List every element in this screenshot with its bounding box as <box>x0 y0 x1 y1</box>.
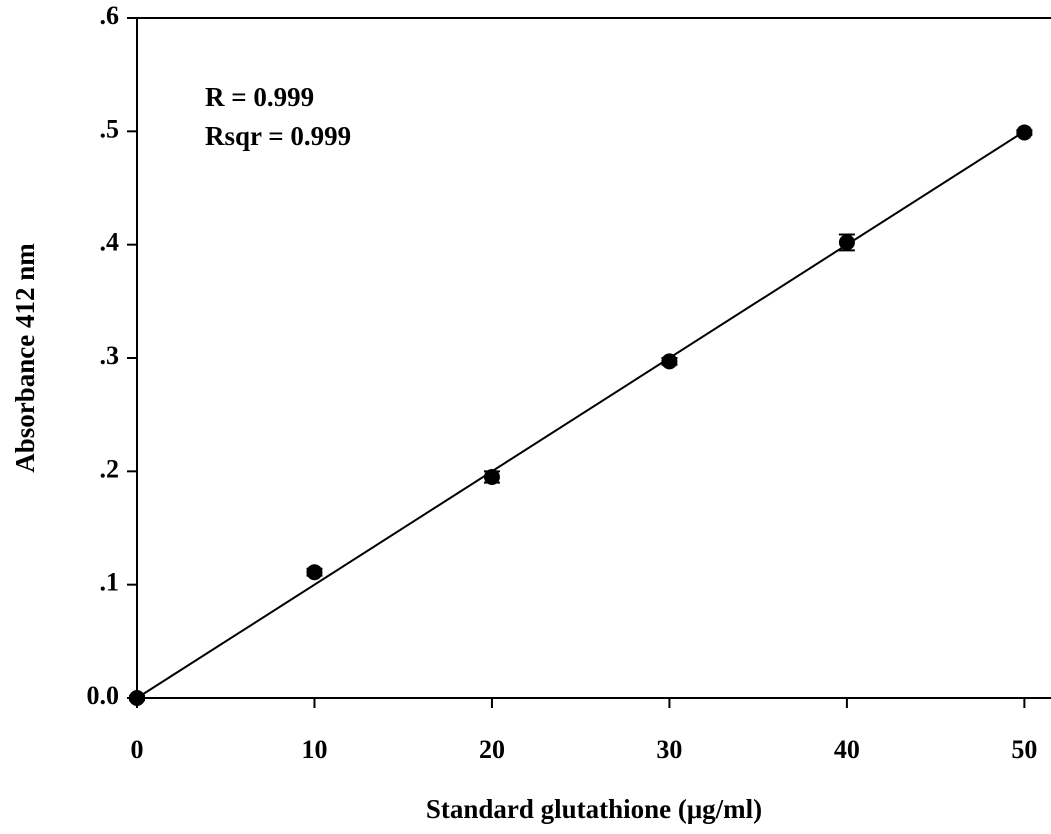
annotation: R = 0.999 <box>205 82 314 112</box>
x-tick-label: 50 <box>1011 735 1037 764</box>
x-tick-label: 30 <box>656 735 682 764</box>
annotation: Rsqr = 0.999 <box>205 121 351 151</box>
y-tick-label: .3 <box>100 341 120 370</box>
y-tick-label: .6 <box>100 1 120 30</box>
data-point <box>839 234 855 250</box>
y-tick-label: .1 <box>100 568 120 597</box>
x-tick-label: 10 <box>301 735 327 764</box>
data-point <box>1016 124 1032 140</box>
data-point <box>129 690 145 706</box>
y-tick-label: 0.0 <box>87 681 120 710</box>
x-tick-label: 40 <box>834 735 860 764</box>
y-tick-label: .4 <box>100 228 120 257</box>
x-axis-label: Standard glutathione (μg/ml) <box>426 794 762 824</box>
y-tick-label: .2 <box>100 454 120 483</box>
background <box>0 0 1051 834</box>
x-tick-label: 0 <box>131 735 144 764</box>
data-point <box>484 469 500 485</box>
data-point <box>661 353 677 369</box>
y-axis-label: Absorbance 412 nm <box>10 243 40 473</box>
y-tick-label: .5 <box>100 114 120 143</box>
chart: Standard glutathione (μg/ml) Absorbance … <box>0 0 1051 834</box>
data-point <box>306 564 322 580</box>
x-tick-label: 20 <box>479 735 505 764</box>
